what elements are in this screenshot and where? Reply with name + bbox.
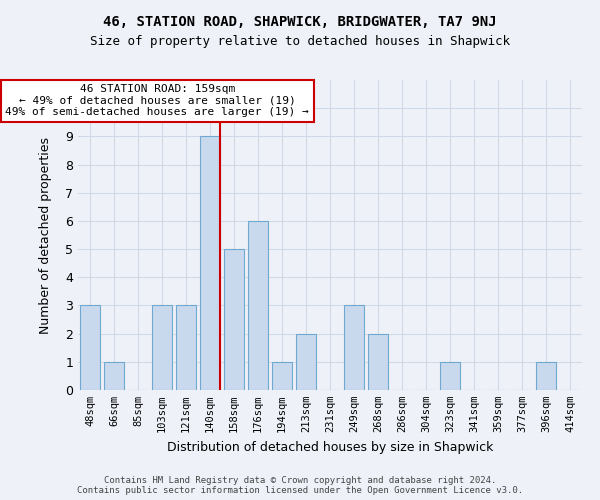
Bar — [80, 306, 100, 390]
Text: Contains HM Land Registry data © Crown copyright and database right 2024.
Contai: Contains HM Land Registry data © Crown c… — [77, 476, 523, 495]
Bar — [176, 306, 196, 390]
Bar — [200, 136, 220, 390]
Bar — [536, 362, 556, 390]
Text: 46 STATION ROAD: 159sqm
← 49% of detached houses are smaller (19)
49% of semi-de: 46 STATION ROAD: 159sqm ← 49% of detache… — [5, 84, 309, 117]
Bar — [440, 362, 460, 390]
X-axis label: Distribution of detached houses by size in Shapwick: Distribution of detached houses by size … — [167, 440, 493, 454]
Bar — [152, 306, 172, 390]
Bar — [368, 334, 388, 390]
Bar — [344, 306, 364, 390]
Bar — [272, 362, 292, 390]
Bar — [224, 249, 244, 390]
Bar — [296, 334, 316, 390]
Bar — [248, 221, 268, 390]
Text: 46, STATION ROAD, SHAPWICK, BRIDGWATER, TA7 9NJ: 46, STATION ROAD, SHAPWICK, BRIDGWATER, … — [103, 15, 497, 29]
Y-axis label: Number of detached properties: Number of detached properties — [39, 136, 52, 334]
Text: Size of property relative to detached houses in Shapwick: Size of property relative to detached ho… — [90, 35, 510, 48]
Bar — [104, 362, 124, 390]
